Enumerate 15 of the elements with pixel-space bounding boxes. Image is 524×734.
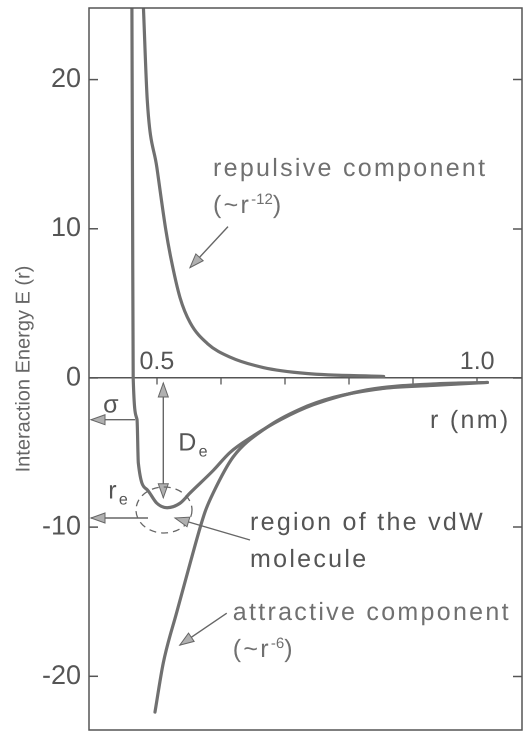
y-tick-label: 10 [50, 212, 81, 242]
y-tick-label: -10 [42, 510, 81, 541]
y-tick-label: -20 [42, 660, 81, 690]
annotation: D$_{e}$ [178, 427, 208, 462]
series-label: repulsive component (~r$^{-12}$) [212, 152, 488, 221]
x-axis-title: r (nm) [430, 404, 510, 436]
y-tick-label: 0 [66, 361, 81, 392]
annotation: σ [103, 389, 121, 420]
legend-label: attractive component (~r$^{-6}$) [232, 597, 512, 666]
y-tick-label: 20 [50, 63, 81, 94]
y-axis-title: Interaction Energy E (r) [12, 266, 35, 472]
annotation: region of the vdW molecule [250, 506, 486, 574]
annotation: r$_{e}$ [108, 476, 128, 510]
x-tick-label: 1.0 [460, 346, 495, 375]
x-tick-label: 0.5 [140, 346, 174, 375]
